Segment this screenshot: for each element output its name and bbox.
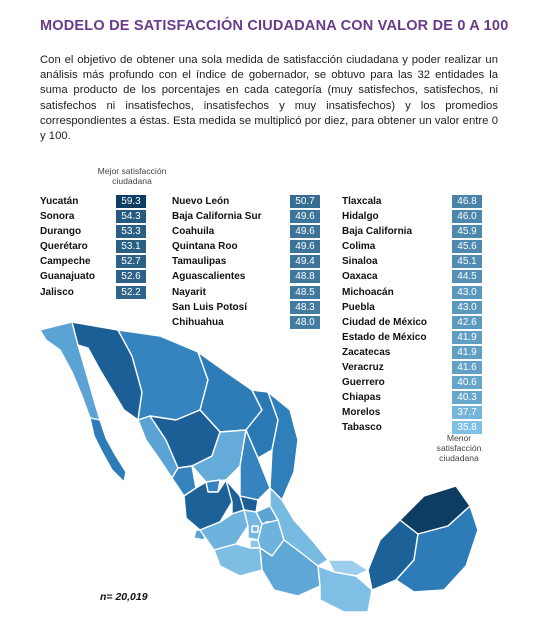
page-title: MODELO DE SATISFACCIÓN CIUDADANA CON VAL… — [40, 18, 509, 34]
state-name: Morelos — [342, 407, 381, 419]
satisfaction-value-badge: 45.6 — [452, 240, 482, 254]
map-state-quintana-roo — [395, 505, 479, 593]
satisfaction-value-badge: 46.8 — [452, 195, 482, 208]
state-name: Tlaxcala — [342, 196, 382, 207]
satisfaction-value-badge: 49.4 — [290, 255, 320, 269]
state-name: Sonora — [40, 211, 75, 223]
satisfaction-value-badge: 54.3 — [116, 210, 146, 224]
state-name: Hidalgo — [342, 211, 379, 223]
satisfaction-value-badge: 43.0 — [452, 300, 482, 314]
map-state-baja-california-sur — [89, 417, 127, 483]
satisfaction-value-badge: 46.0 — [452, 210, 482, 224]
state-name: Yucatán — [40, 196, 79, 207]
state-name: Quintana Roo — [172, 241, 238, 253]
intro-paragraph: Con el objetivo de obtener una sola medi… — [40, 54, 498, 143]
satisfaction-value-badge: 50.7 — [290, 195, 320, 208]
state-name: San Luis Potosí — [172, 301, 248, 313]
satisfaction-value-badge: 45.1 — [452, 255, 482, 269]
satisfaction-value-badge: 48.3 — [290, 300, 320, 314]
state-name: Querétaro — [40, 241, 88, 253]
state-name: Colima — [342, 241, 376, 253]
satisfaction-value-badge: 42.6 — [452, 315, 482, 329]
satisfaction-value-badge: 43.0 — [452, 285, 482, 299]
state-name: Zacatecas — [342, 346, 391, 358]
satisfaction-value-badge: 37.7 — [452, 406, 482, 420]
map-state-guerrero — [213, 543, 263, 577]
satisfaction-value-badge: 53.1 — [116, 240, 146, 254]
satisfaction-value-badge: 41.6 — [452, 361, 482, 375]
state-name: Ciudad de México — [342, 316, 428, 328]
state-name: Guanajuato — [40, 271, 96, 283]
satisfaction-value-badge: 40.6 — [452, 376, 482, 390]
satisfaction-value-badge: 53.3 — [116, 225, 146, 239]
map-state-chiapas — [317, 565, 373, 613]
state-name: Michoacán — [342, 286, 394, 298]
worst-satisfaction-caption: Menor satisfacción ciudadana — [436, 433, 482, 463]
state-name: Tabasco — [342, 422, 382, 434]
satisfaction-value-badge: 52.2 — [116, 285, 146, 299]
state-name: Puebla — [342, 301, 375, 313]
state-name: Oaxaca — [342, 271, 378, 283]
satisfaction-value-badge: 52.6 — [116, 270, 146, 284]
map-state-ciudad-de-mexico — [251, 525, 259, 533]
state-name: Baja California Sur — [172, 211, 262, 223]
state-name: Nuevo León — [172, 196, 230, 207]
state-name: Durango — [40, 226, 82, 238]
state-name: Sinaloa — [342, 256, 378, 268]
satisfaction-value-badge: 49.6 — [290, 210, 320, 224]
state-name: Baja California — [342, 226, 413, 238]
best-satisfaction-caption: Mejor satisfacción ciudadana — [97, 166, 167, 186]
state-name: Aguascalientes — [172, 271, 246, 283]
satisfaction-value-badge: 59.3 — [116, 195, 146, 208]
state-name: Veracruz — [342, 362, 384, 374]
state-name: Chiapas — [342, 392, 381, 404]
satisfaction-value-badge: 40.3 — [452, 391, 482, 405]
state-name: Guerrero — [342, 377, 385, 389]
state-name: Jalisco — [40, 286, 74, 298]
state-name: Campeche — [40, 256, 91, 268]
satisfaction-value-badge: 48.5 — [290, 285, 320, 299]
state-name: Tamaulipas — [172, 256, 227, 268]
satisfaction-value-badge: 52.7 — [116, 255, 146, 269]
satisfaction-value-badge: 35.8 — [452, 421, 482, 435]
satisfaction-value-badge: 49.6 — [290, 225, 320, 239]
satisfaction-value-badge: 41.9 — [452, 345, 482, 359]
map-state-nayarit — [171, 465, 197, 497]
satisfaction-value-badge: 48.8 — [290, 270, 320, 284]
satisfaction-value-badge: 41.9 — [452, 330, 482, 344]
satisfaction-value-badge: 45.9 — [452, 225, 482, 239]
sample-size-label: n= 20,019 — [100, 591, 148, 603]
state-name: Estado de México — [342, 331, 427, 343]
map-state-tabasco — [327, 559, 369, 577]
state-name: Coahuila — [172, 226, 215, 238]
satisfaction-value-badge: 49.6 — [290, 240, 320, 254]
satisfaction-value-badge: 48.0 — [290, 315, 320, 329]
state-name: Chihuahua — [172, 316, 224, 328]
state-name: Nayarit — [172, 286, 206, 298]
satisfaction-value-badge: 44.5 — [452, 270, 482, 284]
